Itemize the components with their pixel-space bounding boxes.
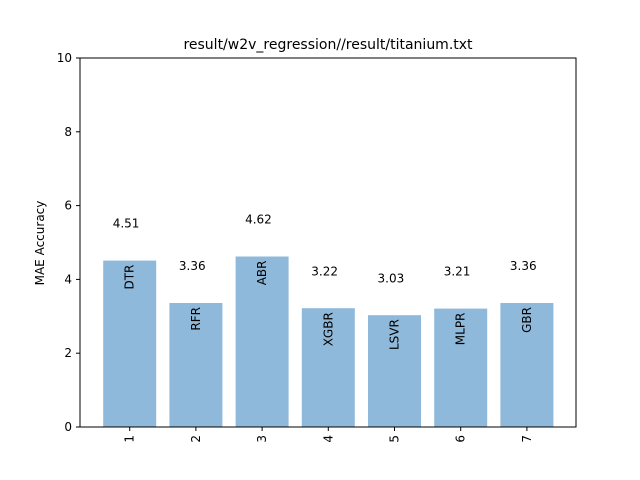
value-label-5: 3.03	[378, 271, 405, 285]
x-tick-label-7: 7	[520, 435, 534, 443]
bar-5	[368, 315, 421, 427]
bar-2	[169, 303, 223, 427]
x-tick-label-1: 1	[123, 435, 137, 443]
bar-name-7: GBR	[520, 307, 534, 333]
bar-name-2: RFR	[189, 307, 203, 331]
bars-group: 4.51 DTR 3.36 RFR 4.62 ABR 3.22 XGBR 3.03 LSVR 3.2…	[103, 213, 554, 427]
y-axis-label: MAE Accuracy	[33, 201, 47, 286]
x-tick-label-6: 6	[454, 435, 468, 443]
bar-3	[235, 256, 289, 427]
bar-6	[434, 308, 488, 427]
value-label-4: 3.22	[311, 264, 338, 278]
x-tick-label-5: 5	[388, 435, 402, 443]
value-label-7: 3.36	[510, 259, 537, 273]
bar-name-5: LSVR	[388, 319, 402, 350]
value-label-2: 3.36	[179, 259, 206, 273]
value-label-1: 4.51	[113, 217, 140, 231]
bar-7	[500, 303, 554, 427]
bar-name-4: XGBR	[321, 312, 335, 346]
y-axis: 0 2 4 6 8 10	[57, 51, 80, 434]
x-tick-label-4: 4	[321, 435, 335, 443]
x-tick-label-3: 3	[255, 435, 269, 443]
bar-name-1: DTR	[123, 265, 137, 290]
value-label-3: 4.62	[245, 213, 272, 227]
y-tick-label-0: 0	[64, 420, 72, 434]
x-axis: 1 2 3 4 5 6 7	[123, 427, 534, 443]
y-tick-label-2: 2	[64, 346, 72, 360]
bar-name-3: ABR	[255, 261, 269, 286]
bar-4	[301, 308, 355, 427]
bar-1	[103, 260, 157, 427]
bar-name-6: MLPR	[454, 313, 468, 346]
y-tick-label-8: 8	[64, 125, 72, 139]
y-tick-label-10: 10	[57, 51, 72, 65]
value-label-6: 3.21	[444, 265, 471, 279]
chart-title: result/w2v_regression//result/titanium.t…	[183, 37, 473, 53]
y-tick-label-6: 6	[64, 199, 72, 213]
plot-frame	[79, 57, 577, 428]
x-tick-label-2: 2	[189, 435, 203, 443]
y-tick-label-4: 4	[64, 272, 72, 286]
